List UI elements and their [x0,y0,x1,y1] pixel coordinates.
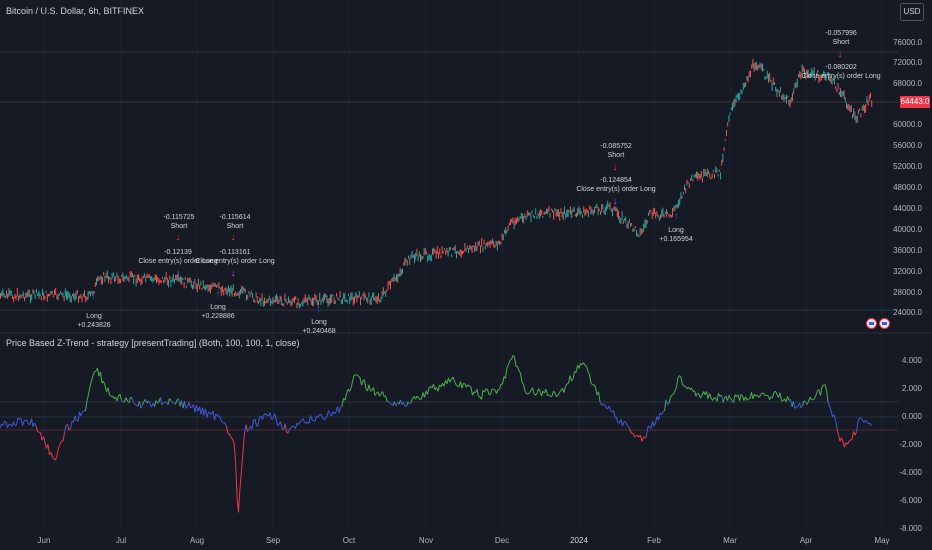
time-label: Sep [265,536,281,545]
price-label: 40000.0 [893,225,922,234]
time-label: Jul [115,536,127,545]
price-label: 72000.0 [893,58,922,67]
z-score-line [0,355,872,513]
trade-label: -0.115725 Short [163,214,195,230]
price-label: 36000.0 [893,246,922,255]
time-label: 2024 [570,536,588,545]
time-label: Dec [494,536,510,545]
indicator-label: 4.000 [901,356,922,365]
long-arrow-icon: ↑ [90,291,96,302]
price-label: 44000.0 [893,204,922,213]
currency-button[interactable]: USD [900,3,924,21]
price-label: 52000.0 [893,162,922,171]
long-arrow-icon: ↑ [315,304,321,315]
trade-label: Long +0.228886 [201,304,235,320]
flag-event-icon[interactable] [866,318,877,329]
time-label: Feb [647,536,661,545]
close-arrow-icon: ↓ [175,268,181,279]
long-arrow-icon: ↑ [673,211,679,222]
last-price-badge: 64443.0 [900,96,930,108]
time-label: May [874,536,890,545]
price-label: 68000.0 [893,79,922,88]
trade-label: -0.115614 Short [219,214,251,230]
price-label: 48000.0 [893,183,922,192]
time-label: Mar [723,536,737,545]
trade-label: -0.12139 Close entry(s) order Long [138,249,218,265]
time-label: Nov [418,536,434,545]
symbol-title: Bitcoin / U.S. Dollar, 6h, BITFINEX [6,6,145,16]
indicator-label: 2.000 [901,384,922,393]
indicator-title[interactable]: Price Based Z-Trend - strategy [presentT… [6,338,300,348]
indicator-label: -2.000 [899,440,922,449]
trade-label: -0.057996 Short [825,30,857,46]
candles [0,58,873,309]
trade-label: -0.124854 Close entry(s) order Long [576,177,656,193]
price-label: 76000.0 [893,38,922,47]
trade-label: Long +0.240468 [302,319,336,335]
indicator-label: -6.000 [899,496,922,505]
long-arrow-icon: ↑ [215,289,221,300]
short-arrow-icon: ↓ [175,232,181,243]
trade-label: -0.085752 Short [600,143,632,159]
indicator-label: -8.000 [899,524,922,533]
close-arrow-icon: ↓ [230,268,236,279]
price-label: 56000.0 [893,141,922,150]
time-label: Jun [37,536,51,545]
price-label: 24000.0 [893,308,922,317]
short-arrow-icon: ↓ [230,232,236,243]
flag-event-icon[interactable] [879,318,890,329]
short-arrow-icon: ↓ [612,162,618,173]
time-label: Oct [342,536,356,545]
indicator-label: -4.000 [899,468,922,477]
trade-label: Long +0.165954 [659,227,693,243]
indicator-label: 0.000 [901,412,922,421]
close-arrow-icon: ↓ [612,196,618,207]
short-arrow-icon: ↓ [837,49,843,60]
price-label: 28000.0 [893,288,922,297]
price-label: 32000.0 [893,267,922,276]
close-arrow-icon: ↓ [837,85,843,96]
trade-label: Long +0.243826 [77,313,111,329]
time-label: Apr [799,536,813,545]
trade-label: -0.113161 Close entry(s) order Long [195,249,275,265]
price-label: 60000.0 [893,120,922,129]
time-label: Aug [189,536,205,545]
trade-label: -0.080202 Close entry(s) order Long [801,64,881,80]
